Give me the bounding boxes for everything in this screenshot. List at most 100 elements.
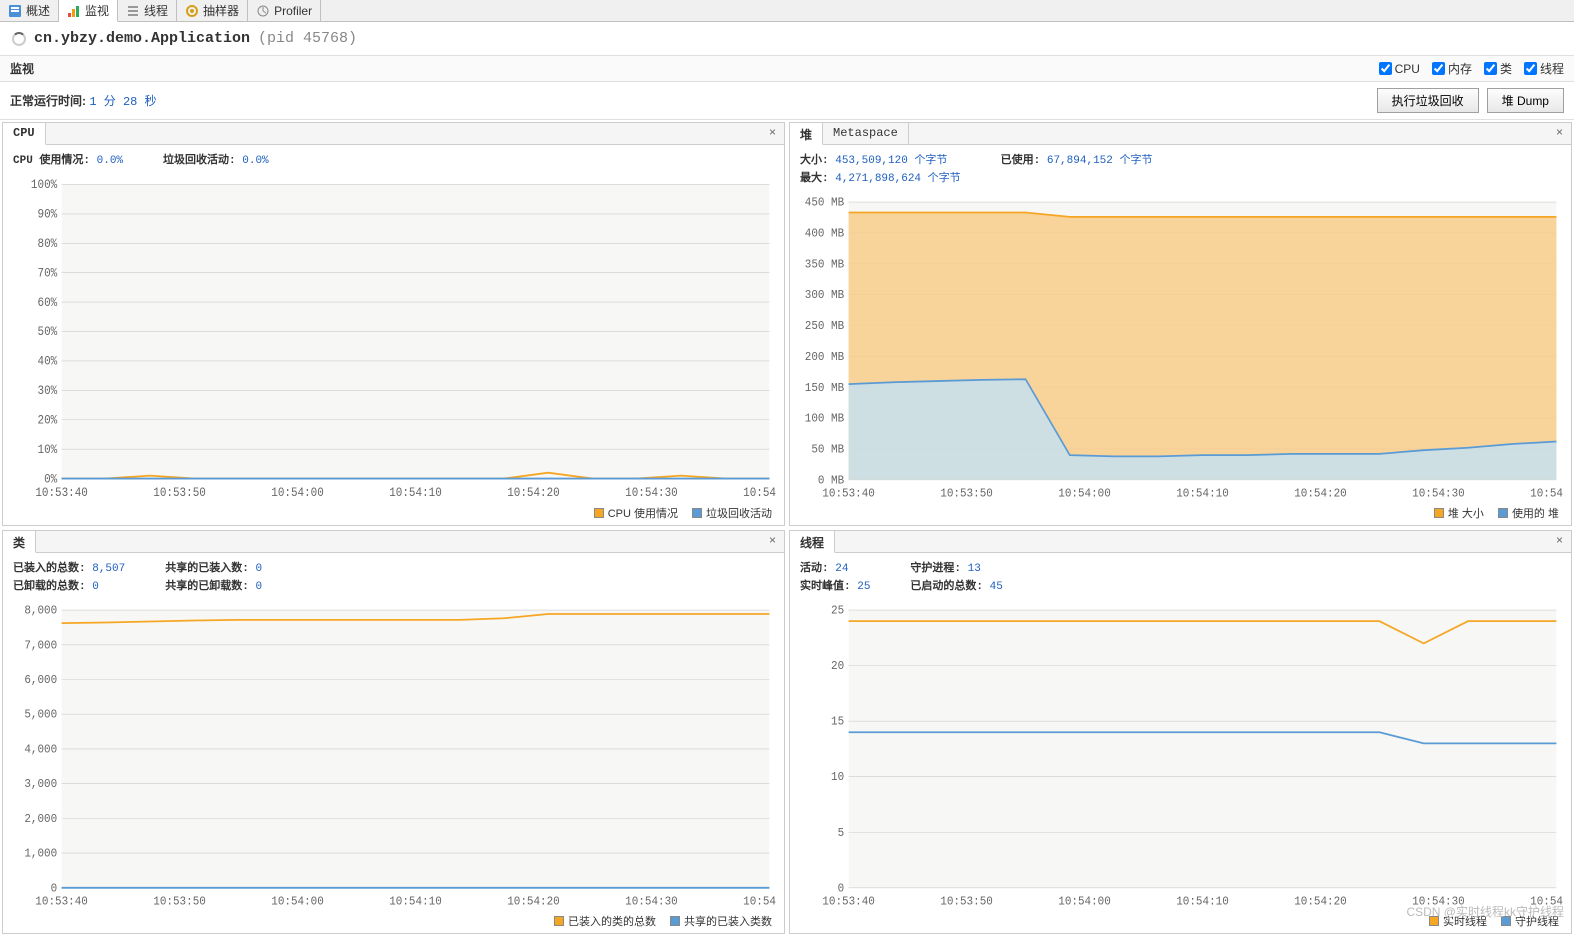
svg-text:90%: 90% — [37, 207, 58, 222]
thread-tab[interactable]: 线程 — [790, 531, 835, 553]
svg-text:50%: 50% — [37, 325, 58, 340]
heap-stats: 大小: 453,509,120 个字节 最大: 4,271,898,624 个字… — [790, 145, 1571, 191]
class-tab[interactable]: 类 — [3, 531, 36, 553]
stat-value: 13 — [968, 563, 981, 575]
uptime-value: 1 分 28 秒 — [89, 95, 156, 109]
stat-label: 守护进程: — [910, 563, 961, 575]
svg-text:10:54:10: 10:54:10 — [1176, 488, 1229, 500]
panel-tabs: 堆 Metaspace × — [790, 123, 1571, 145]
close-icon[interactable]: × — [761, 123, 784, 144]
svg-text:200 MB: 200 MB — [805, 352, 845, 364]
legend-label: 共享的已装入类数 — [684, 913, 772, 929]
check-label: CPU — [1395, 62, 1420, 76]
svg-text:10:54:00: 10:54:00 — [271, 896, 324, 908]
app-title: cn.ybzy.demo.Application — [34, 30, 250, 47]
metaspace-tab[interactable]: Metaspace — [823, 123, 909, 144]
svg-text:8,000: 8,000 — [24, 605, 57, 617]
heap-tab[interactable]: 堆 — [790, 123, 823, 145]
overview-icon — [8, 4, 22, 18]
class-panel: 类 × 已装入的总数: 8,507 已卸载的总数: 0 共享的已装入数: 0 共… — [2, 530, 785, 934]
uptime-label: 正常运行时间: — [10, 94, 86, 108]
check-label: 类 — [1500, 60, 1512, 77]
svg-text:20: 20 — [831, 661, 844, 673]
check-label: 内存 — [1448, 60, 1472, 77]
stat-value: 25 — [857, 581, 870, 593]
stat-label: 活动: — [800, 563, 829, 575]
svg-text:10:54:10: 10:54:10 — [389, 896, 442, 908]
svg-text:10: 10 — [831, 772, 844, 784]
stat-value: 453,509,120 个字节 — [835, 155, 947, 167]
heap-legend: 堆 大小 使用的 堆 — [790, 503, 1571, 525]
close-icon[interactable]: × — [761, 531, 784, 552]
svg-text:50 MB: 50 MB — [811, 444, 844, 456]
check-thread-box[interactable] — [1524, 62, 1537, 75]
close-icon[interactable]: × — [1548, 531, 1571, 552]
tab-monitor[interactable]: 监视 — [59, 0, 118, 22]
check-thread[interactable]: 线程 — [1524, 60, 1564, 77]
svg-text:20%: 20% — [37, 413, 58, 428]
cpu-stats: CPU 使用情况: 0.0% 垃圾回收活动: 0.0% — [3, 145, 784, 173]
tab-label: Profiler — [274, 4, 312, 18]
svg-text:10:53:50: 10:53:50 — [940, 488, 993, 500]
svg-text:5,000: 5,000 — [24, 709, 57, 721]
tab-threads[interactable]: 线程 — [118, 0, 177, 21]
svg-text:60%: 60% — [37, 295, 58, 310]
svg-text:10:53:40: 10:53:40 — [35, 896, 88, 908]
threads-icon — [126, 4, 140, 18]
svg-text:10:54:00: 10:54:00 — [1058, 896, 1111, 908]
cpu-tab[interactable]: CPU — [3, 123, 46, 145]
cpu-panel: CPU × CPU 使用情况: 0.0% 垃圾回收活动: 0.0% 0%10%2… — [2, 122, 785, 526]
check-mem[interactable]: 内存 — [1432, 60, 1472, 77]
svg-text:10:53:50: 10:53:50 — [153, 896, 206, 908]
watermark: CSDN @实时线程kk守护线程 — [1406, 903, 1564, 920]
check-cpu[interactable]: CPU — [1379, 60, 1420, 77]
svg-text:4,000: 4,000 — [24, 744, 57, 756]
svg-text:400 MB: 400 MB — [805, 228, 845, 240]
svg-text:0%: 0% — [44, 472, 58, 487]
legend-swatch — [670, 916, 680, 926]
tab-sampler[interactable]: 抽样器 — [177, 0, 248, 21]
legend-swatch — [594, 508, 604, 518]
legend-swatch — [554, 916, 564, 926]
class-legend: 已装入的类的总数 共享的已装入类数 — [3, 911, 784, 933]
check-class[interactable]: 类 — [1484, 60, 1512, 77]
tab-profiler[interactable]: Profiler — [248, 0, 321, 21]
filter-checks: CPU 内存 类 线程 — [1379, 60, 1564, 77]
panel-tabs: 类 × — [3, 531, 784, 553]
section-title: 监视 — [10, 60, 34, 77]
svg-text:40%: 40% — [37, 354, 58, 369]
stat-label: 已卸载的总数: — [13, 581, 86, 593]
svg-text:30%: 30% — [37, 383, 58, 398]
svg-text:100%: 100% — [31, 178, 58, 193]
thread-panel: 线程 × 活动: 24 实时峰值: 25 守护进程: 13 已启动的总数: 45… — [789, 530, 1572, 934]
tab-overview[interactable]: 概述 — [0, 0, 59, 21]
svg-text:0: 0 — [838, 883, 845, 895]
check-mem-box[interactable] — [1432, 62, 1445, 75]
svg-text:10:53:40: 10:53:40 — [822, 488, 875, 500]
legend-swatch — [1434, 508, 1444, 518]
stat-value: 8,507 — [92, 563, 125, 575]
svg-text:1,000: 1,000 — [24, 848, 57, 860]
monitor-icon — [67, 4, 81, 18]
panel-tabs: 线程 × — [790, 531, 1571, 553]
heap-dump-button[interactable]: 堆 Dump — [1487, 88, 1564, 113]
panel-tabs: CPU × — [3, 123, 784, 145]
gc-button[interactable]: 执行垃圾回收 — [1377, 88, 1479, 113]
close-icon[interactable]: × — [1548, 123, 1571, 144]
svg-text:5: 5 — [838, 828, 845, 840]
uptime-row: 正常运行时间: 1 分 28 秒 执行垃圾回收 堆 Dump — [0, 82, 1574, 120]
svg-text:350 MB: 350 MB — [805, 259, 845, 271]
stat-value: 0 — [255, 581, 262, 593]
svg-text:0: 0 — [51, 883, 58, 895]
svg-text:80%: 80% — [37, 236, 58, 251]
svg-text:10:53:40: 10:53:40 — [35, 485, 88, 500]
svg-text:10:54:30: 10:54:30 — [1412, 488, 1465, 500]
cpu-chart: 0%10%20%30%40%50%60%70%80%90%100%10:53:4… — [9, 177, 776, 501]
check-class-box[interactable] — [1484, 62, 1497, 75]
stat-value: 0 — [255, 563, 262, 575]
check-cpu-box[interactable] — [1379, 62, 1392, 75]
svg-text:10:54:30: 10:54:30 — [625, 485, 678, 500]
class-stats: 已装入的总数: 8,507 已卸载的总数: 0 共享的已装入数: 0 共享的已卸… — [3, 553, 784, 599]
tab-label: 线程 — [144, 2, 168, 19]
legend-label: 使用的 堆 — [1512, 505, 1559, 521]
